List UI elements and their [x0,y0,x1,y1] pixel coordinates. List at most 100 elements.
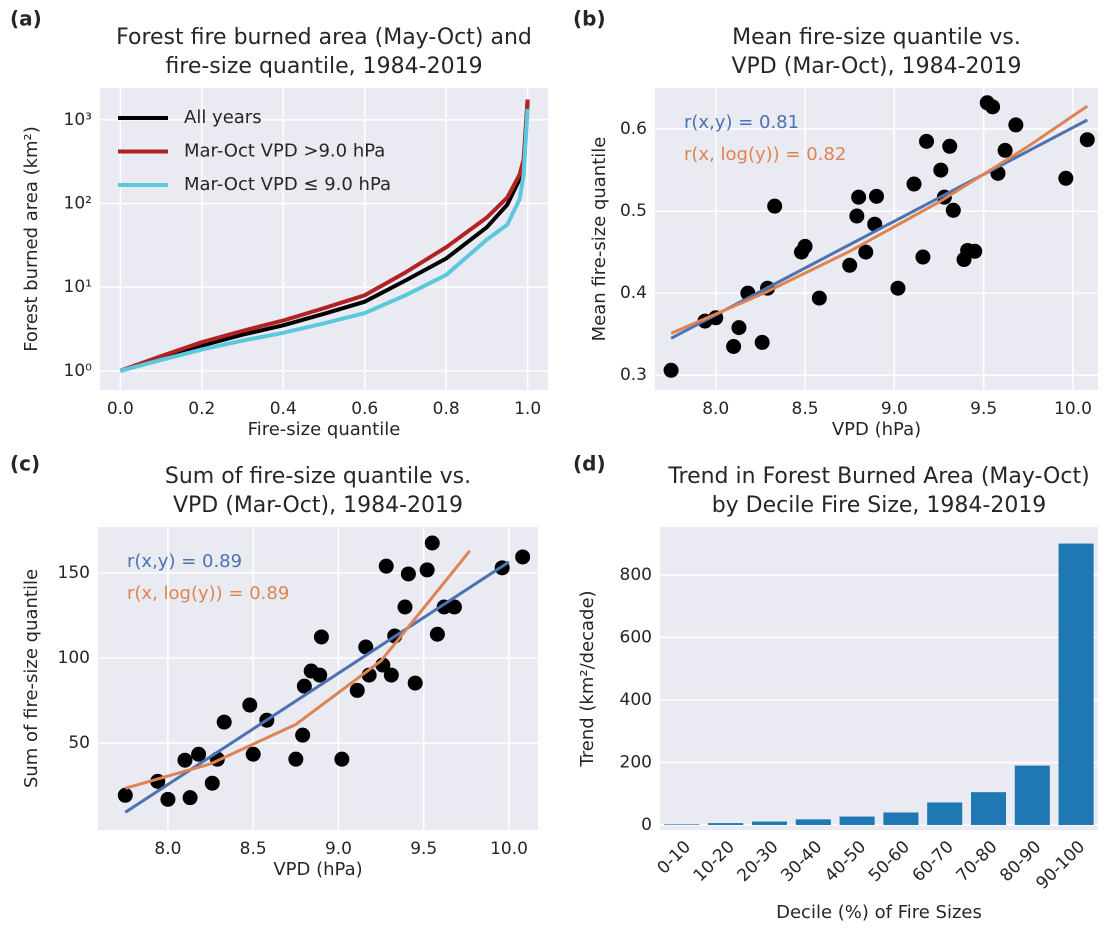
scatter-point [312,667,328,683]
scatter-point [933,162,949,178]
scatter-point [945,202,961,218]
scatter-point [851,189,867,205]
chart-title: VPD (Mar-Oct), 1984-2019 [731,54,1021,79]
plot-background [655,88,1098,390]
chart-title: Sum of fire-size quantile vs. [165,464,471,489]
x-tick-label: 0.2 [188,399,215,419]
y-tick-label: 0.6 [620,119,647,139]
y-tick-label: 0.5 [620,201,647,221]
y-axis-label: Trend (km²/decade) [577,590,598,767]
scatter-point [446,599,462,615]
y-axis-label: Sum of fire-size quantile [21,569,42,788]
chart-title: by Decile Fire Size, 1984-2019 [712,493,1047,518]
panel-label: (c) [10,452,40,476]
y-tick-label: 600 [620,627,652,647]
data-line [119,101,530,373]
x-tick-label: 30-40 [777,837,826,886]
scatter-point [400,566,416,582]
scatter-point [397,599,413,615]
data-line [119,108,530,373]
x-tick-label: 10-20 [690,837,739,886]
scatter-point [419,562,435,578]
x-tick-label: 9.5 [970,399,997,419]
bar [1014,765,1050,825]
scatter-point [515,549,531,565]
y-tick-label: 100 [58,648,90,668]
bar [751,821,788,825]
scatter-point [869,188,884,204]
x-axis-label: Fire-size quantile [248,419,401,440]
x-tick-label: 0.0 [107,399,134,419]
y-tick-label: 0 [641,815,652,835]
scatter-point [919,133,935,149]
scatter-point [906,176,922,192]
y-tick-label: 0.4 [620,283,647,303]
y-tick-label: 10² [64,193,92,213]
bar [839,816,875,825]
scatter-point [383,667,399,683]
x-tick-label: 60-70 [909,837,958,886]
scatter-point [334,751,350,767]
x-tick-label: 1.0 [514,399,541,419]
scatter-point [858,244,874,260]
panel-label: (b) [573,7,606,31]
annotation: r(x,y) = 0.81 [684,112,799,133]
scatter-point [160,791,176,807]
x-tick-label: 10.0 [1054,399,1092,419]
y-axis-label: Mean fire-size quantile [589,137,610,342]
annotation: r(x, log(y)) = 0.89 [127,583,289,604]
scatter-point [967,243,983,259]
scatter-point [1058,170,1074,186]
scatter-point [245,746,261,762]
legend-label: Mar-Oct VPD ≤ 9.0 hPa [184,174,391,195]
bar [970,792,1007,825]
annotation: r(x, log(y)) = 0.82 [684,144,846,165]
chart-title: VPD (Mar-Oct), 1984-2019 [173,493,463,518]
bar [927,802,963,825]
scatter-point [811,290,827,306]
fit-line [124,549,471,790]
y-tick-label: 10¹ [64,277,92,297]
scatter-point [349,682,365,698]
scatter-point [429,626,445,642]
panel: (d) Trend in Forest Burned Area (May-Oct)… [573,452,1098,923]
y-tick-label: 10⁰ [64,361,93,381]
scatter-point [797,238,813,254]
chart-title: Trend in Forest Burned Area (May-Oct) [667,464,1089,489]
scatter-point [288,751,304,767]
scatter-point [295,727,311,743]
scatter-point [191,746,207,762]
bar [883,812,919,825]
scatter-point [313,629,329,645]
x-axis-label: Decile (%) of Fire Sizes [776,902,982,923]
scatter-point [915,249,931,265]
scatter-point [177,752,193,768]
x-axis-label: VPD (hPa) [832,419,921,440]
chart-title: Mean fire-size quantile vs. [732,25,1021,50]
scatter-point [731,320,747,336]
scatter-point [767,198,783,214]
x-tick-label: 90-100 [1032,837,1089,894]
plot-background [100,88,548,390]
scatter-point [117,787,133,803]
y-tick-label: 800 [620,565,652,585]
scatter-point [1079,132,1095,148]
chart-title: fire-size quantile, 1984-2019 [165,54,482,79]
y-tick-label: 200 [620,752,652,772]
scatter-point [358,639,374,655]
x-tick-label: 8.5 [240,839,267,859]
scatter-point [985,99,1001,115]
x-tick-label: 50-60 [865,837,914,886]
y-axis-label: Forest burned area (km²) [21,126,42,352]
y-tick-label: 0.3 [620,365,647,385]
scatter-point [1008,117,1024,133]
annotation: r(x,y) = 0.89 [127,551,242,572]
scatter-point [842,257,858,273]
scatter-point [378,558,394,574]
chart-title: Forest fire burned area (May-Oct) and [116,25,532,50]
x-tick-label: 20-30 [733,837,782,886]
legend-label: All years [184,107,262,128]
bar [664,824,700,825]
scatter-point [754,334,770,350]
